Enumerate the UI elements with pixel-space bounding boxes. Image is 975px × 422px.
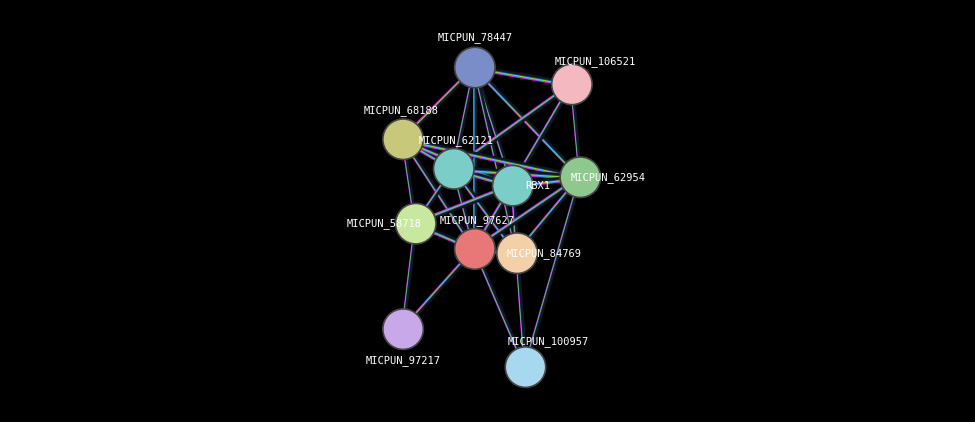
Circle shape	[552, 64, 592, 105]
Text: MICPUN_106521: MICPUN_106521	[555, 56, 636, 67]
Text: MICPUN_62121: MICPUN_62121	[418, 135, 493, 146]
Circle shape	[492, 165, 533, 206]
Circle shape	[505, 347, 546, 387]
Text: MICPUN_62954: MICPUN_62954	[570, 172, 645, 183]
Text: MICPUN_68188: MICPUN_68188	[364, 105, 439, 116]
Text: MICPUN_84769: MICPUN_84769	[507, 248, 582, 259]
Text: MICPUN_97627: MICPUN_97627	[440, 215, 515, 226]
Text: MICPUN_100957: MICPUN_100957	[508, 336, 589, 347]
Circle shape	[497, 233, 537, 273]
Circle shape	[454, 47, 495, 88]
Text: MICPUN_58718: MICPUN_58718	[346, 218, 421, 229]
Text: RBX1: RBX1	[526, 181, 551, 191]
Circle shape	[383, 119, 423, 160]
Circle shape	[383, 309, 423, 349]
Circle shape	[396, 203, 436, 244]
Text: MICPUN_97217: MICPUN_97217	[366, 355, 441, 366]
Circle shape	[454, 229, 495, 269]
Text: MICPUN_78447: MICPUN_78447	[438, 32, 512, 43]
Circle shape	[434, 149, 474, 189]
Circle shape	[560, 157, 601, 197]
